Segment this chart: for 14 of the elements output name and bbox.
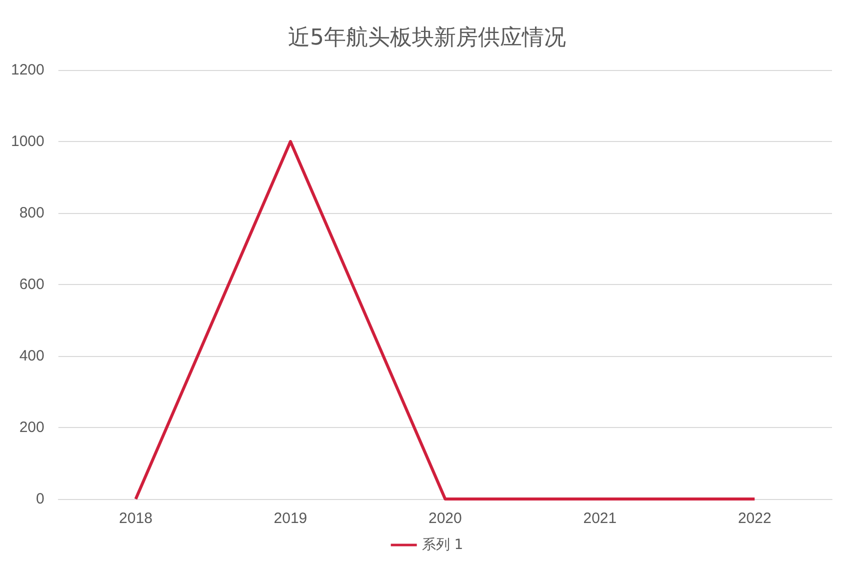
x-tick-label: 2021 (583, 510, 617, 527)
y-tick-label: 200 (19, 419, 44, 436)
legend-label: 系列 1 (422, 537, 464, 553)
y-tick-label: 600 (19, 276, 44, 293)
x-tick-label: 2022 (738, 510, 772, 527)
chart-title: 近5年航头板块新房供应情况 (288, 26, 566, 50)
y-tick-label: 1200 (10, 62, 44, 78)
y-tick-label: 1000 (10, 133, 44, 150)
x-tick-label: 2020 (428, 510, 462, 527)
y-tick-label: 400 (19, 348, 44, 364)
x-tick-label: 2018 (119, 510, 152, 527)
y-tick-label: 0 (36, 490, 44, 508)
x-tick-label: 2019 (274, 510, 308, 527)
y-tick-label: 800 (19, 204, 44, 222)
